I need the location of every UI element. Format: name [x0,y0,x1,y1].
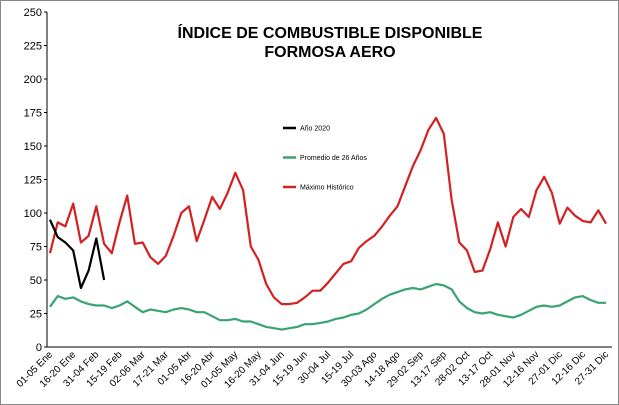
series-line [48,116,607,306]
y-tick-label: 150 [24,141,42,153]
legend-label: Máximo Histórico [300,185,354,192]
y-tick-label: 250 [24,7,42,19]
y-tick-label: 175 [24,108,42,120]
y-tick-label: 25 [30,309,42,321]
y-tick-label: 75 [30,242,42,254]
y-tick-label: 50 [30,275,42,287]
legend-label: Promedio de 26 Años [300,155,367,162]
y-tick-label: 0 [36,342,42,354]
y-tick-label: 100 [24,208,42,220]
legend-label: Año 2020 [300,126,330,133]
series-line [48,219,106,290]
chart-title: ÍNDICE DE COMBUSTIBLE DISPONIBLE [178,23,483,42]
series-line [49,282,606,331]
y-tick-label: 200 [24,74,42,86]
y-tick-label: 125 [24,175,42,187]
y-tick-label: 225 [24,41,42,53]
chart-title: FORMOSA AERO [264,44,395,61]
